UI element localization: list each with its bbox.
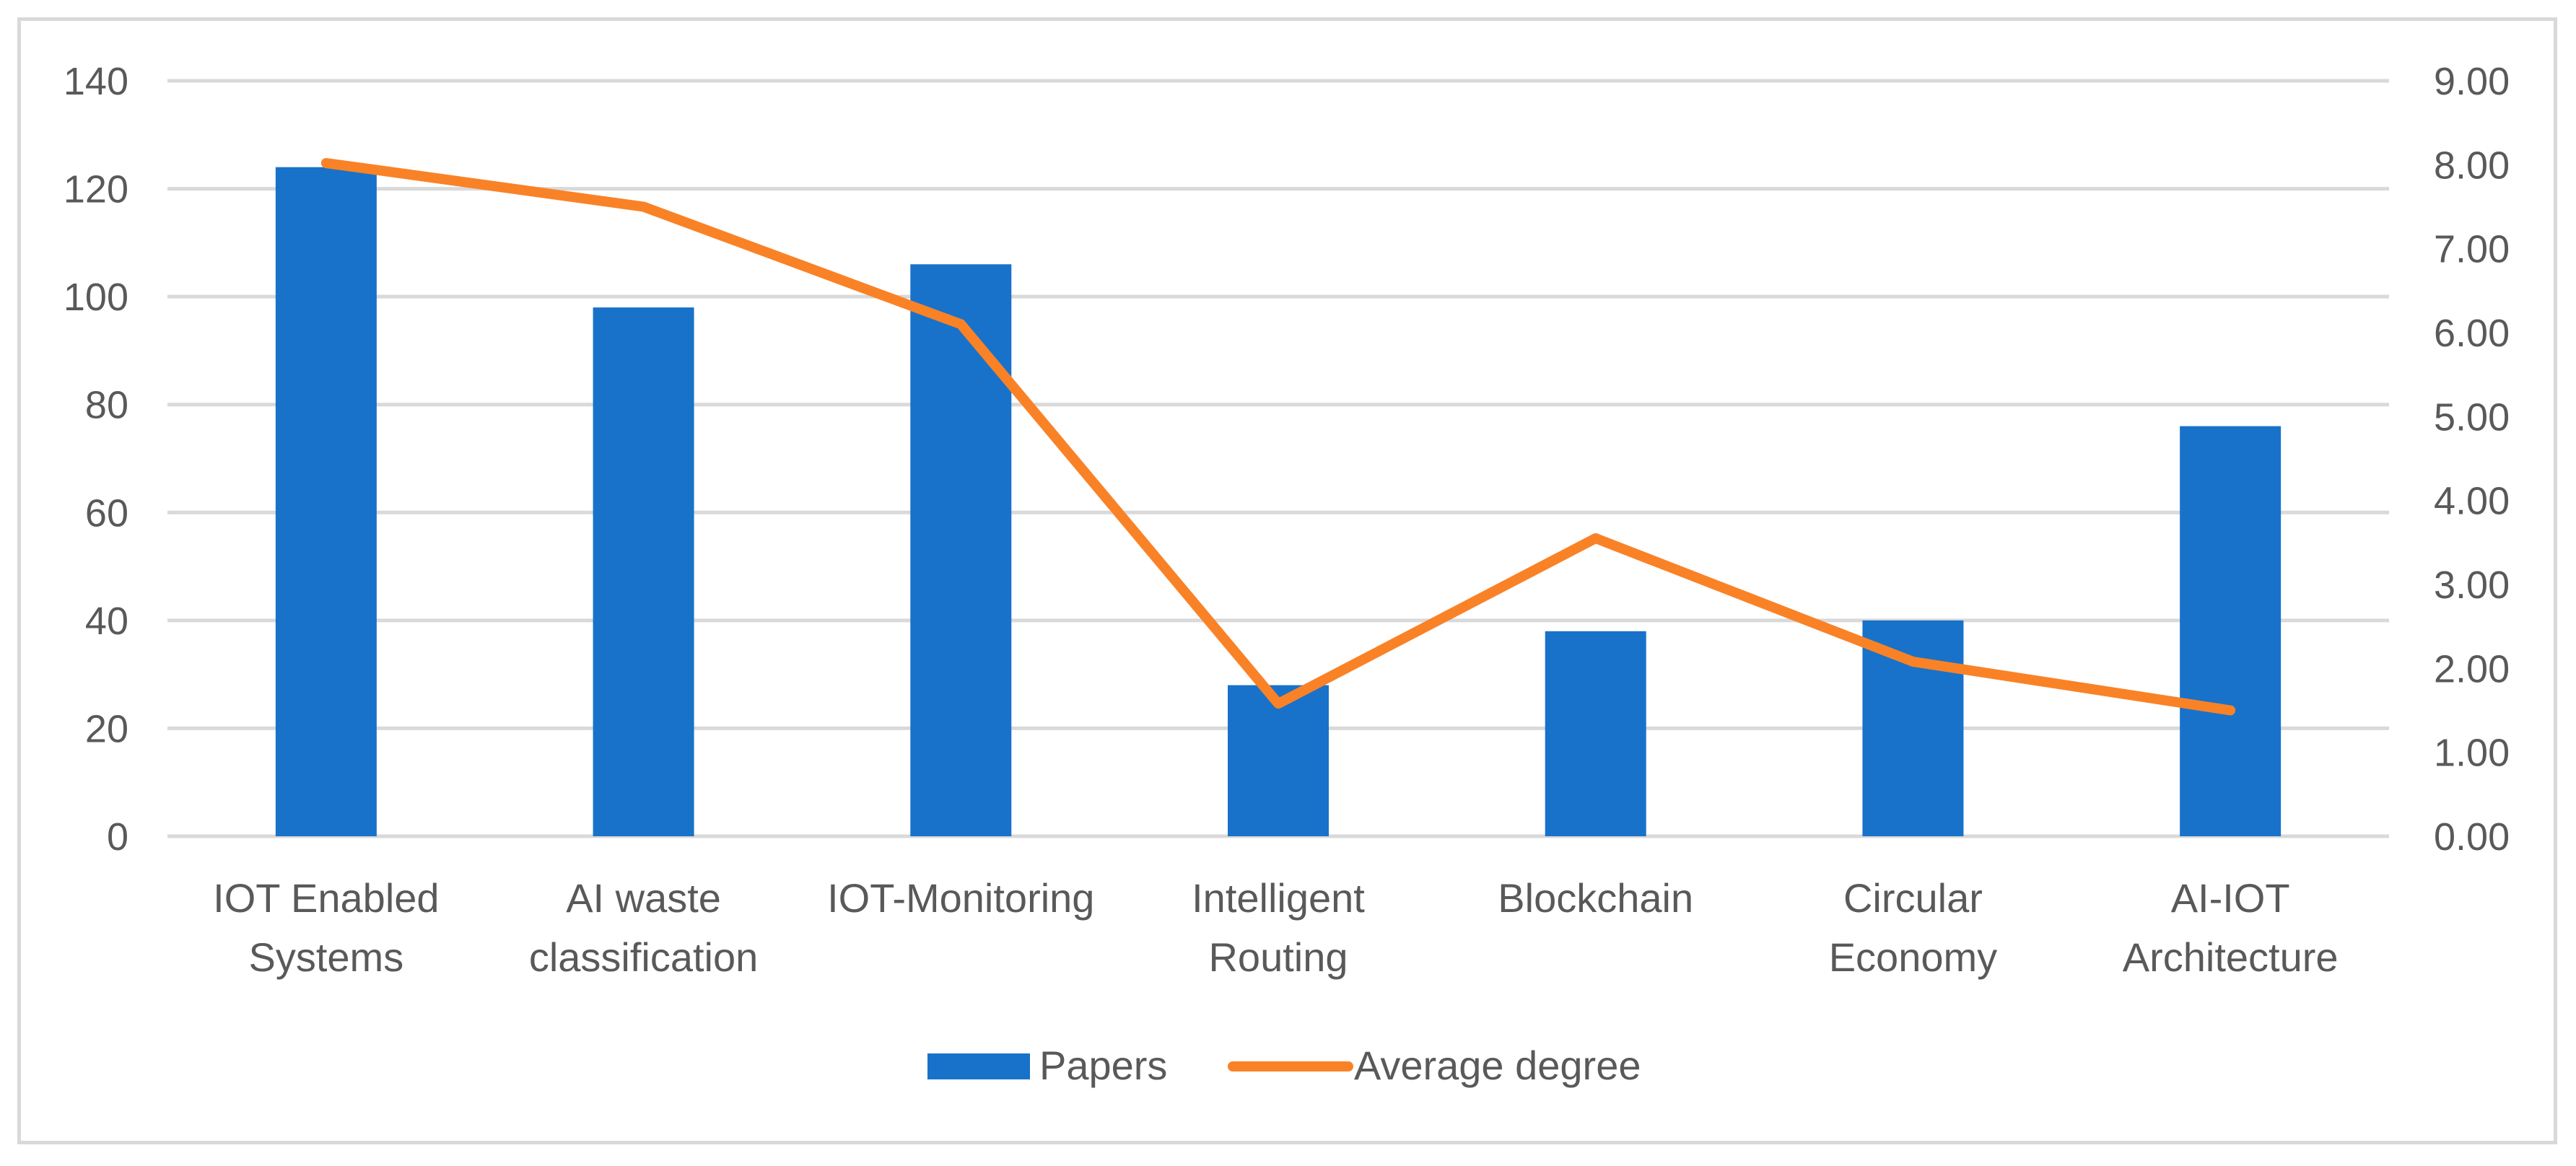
legend-swatch-papers: [927, 1053, 1030, 1079]
papers-bar: [593, 307, 694, 837]
left-axis-tick-label: 140: [64, 60, 128, 103]
right-axis-tick-label: 5.00: [2434, 395, 2510, 439]
right-axis-tick-label: 8.00: [2434, 144, 2510, 187]
legend-label-papers: Papers: [1039, 1043, 1167, 1088]
average-degree-line-group: [320, 158, 2236, 716]
right-axis-tick-label: 7.00: [2434, 228, 2510, 271]
gridlines: [167, 79, 2389, 838]
right-axis-tick-label: 4.00: [2434, 480, 2510, 523]
right-axis-tick-label: 2.00: [2434, 647, 2510, 691]
category-label: Blockchain: [1498, 875, 1693, 921]
left-axis-tick-label: 120: [64, 168, 128, 211]
left-axis-tick-label: 20: [85, 707, 128, 750]
chart-frame: [17, 17, 2557, 1144]
right-axis-tick-label: 6.00: [2434, 312, 2510, 355]
papers-bar: [910, 264, 1012, 836]
x-axis-categories: IOT Enabled Systems AI waste classification…: [213, 875, 2338, 980]
legend: Papers Average degree: [927, 1043, 1641, 1088]
average-degree-line: [320, 158, 2236, 716]
right-axis-tick-label: 9.00: [2434, 60, 2510, 103]
left-axis-tick-label: 100: [64, 276, 128, 319]
right-axis-tick-label: 0.00: [2434, 815, 2510, 859]
category-label: AI waste classification: [529, 875, 758, 980]
right-axis-tick-label: 1.00: [2434, 732, 2510, 775]
category-label: IOT Enabled Systems: [213, 875, 439, 980]
category-label: Intelligent Routing: [1192, 875, 1365, 980]
papers-bar: [1545, 631, 1646, 836]
category-label: Circular Economy: [1829, 875, 1997, 980]
left-axis-tick-label: 0: [107, 815, 128, 859]
papers-bar: [275, 167, 377, 836]
category-label: IOT-Monitoring: [827, 875, 1094, 921]
papers-bar: [1228, 685, 1329, 836]
left-y-axis: 0 20 40 60 80 100 120 140: [64, 60, 128, 859]
left-axis-tick-label: 80: [85, 384, 128, 427]
legend-label-average-degree: Average degree: [1354, 1043, 1641, 1088]
papers-bars: [275, 167, 2282, 837]
left-axis-tick-label: 60: [85, 491, 128, 535]
papers-bar: [2180, 426, 2282, 836]
category-label: AI-IOT Architecture: [2123, 875, 2339, 980]
right-axis-tick-label: 3.00: [2434, 564, 2510, 607]
left-axis-tick-label: 40: [85, 600, 128, 643]
right-y-axis: 0.00 1.00 2.00 3.00 4.00 5.00 6.00 7.00 8.00 9.00: [2434, 60, 2510, 859]
